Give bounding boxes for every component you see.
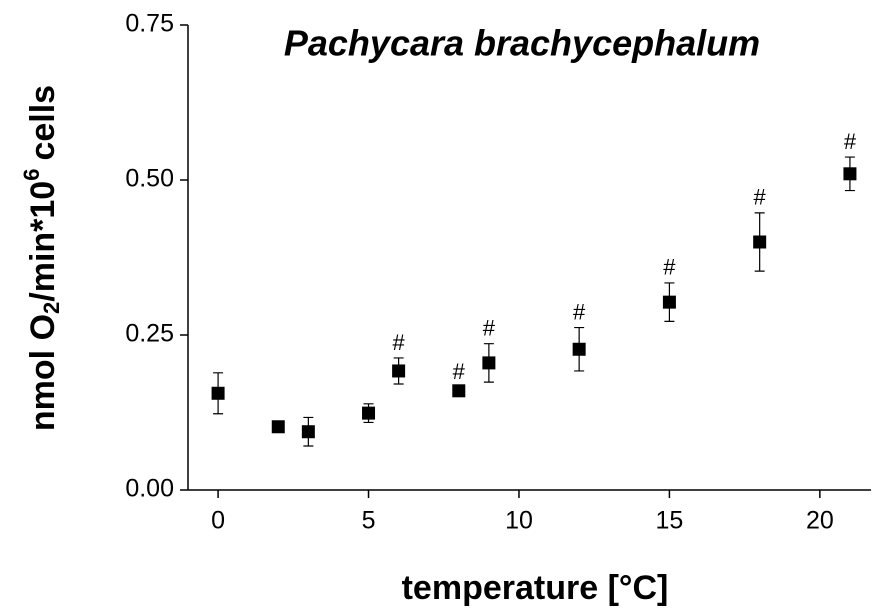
point (452, 384, 466, 398)
point (362, 406, 376, 420)
x-tick-label: 0 (211, 507, 225, 535)
x-axis-label: temperature [°C] (402, 569, 669, 607)
point (482, 356, 496, 370)
point (392, 364, 406, 378)
point (662, 295, 676, 309)
significance-label: # (754, 185, 767, 210)
point (271, 420, 285, 434)
x-tick-label: 10 (505, 507, 533, 535)
x-tick-label: 15 (656, 507, 684, 535)
y-label-sub: 2 (39, 302, 64, 314)
significance-label: # (392, 330, 405, 355)
chart-title: Pachycara brachycephalum (284, 23, 760, 64)
point (572, 342, 586, 356)
x-tick-label: 20 (806, 507, 834, 535)
significance-label: # (663, 255, 676, 280)
significance-label: # (483, 315, 496, 340)
significance-label: # (844, 129, 857, 154)
y-axis-label: nmol O2/min*106 cells (19, 85, 64, 431)
y-tick-label: 0.00 (125, 475, 174, 503)
significance-label: # (573, 299, 586, 324)
point (301, 425, 315, 439)
y-label-part: nmol O (24, 314, 62, 431)
significance-label: # (453, 359, 466, 384)
y-label-part: /min*10 (24, 181, 62, 302)
x-tick-label: 5 (362, 507, 376, 535)
y-tick-label: 0.75 (125, 10, 174, 38)
y-label-sup: 6 (19, 169, 44, 181)
point (843, 167, 857, 181)
y-label-part: cells (24, 85, 62, 161)
point (753, 235, 767, 249)
y-tick-label: 0.25 (125, 320, 174, 348)
y-tick-label: 0.50 (125, 165, 174, 193)
point (211, 386, 225, 400)
